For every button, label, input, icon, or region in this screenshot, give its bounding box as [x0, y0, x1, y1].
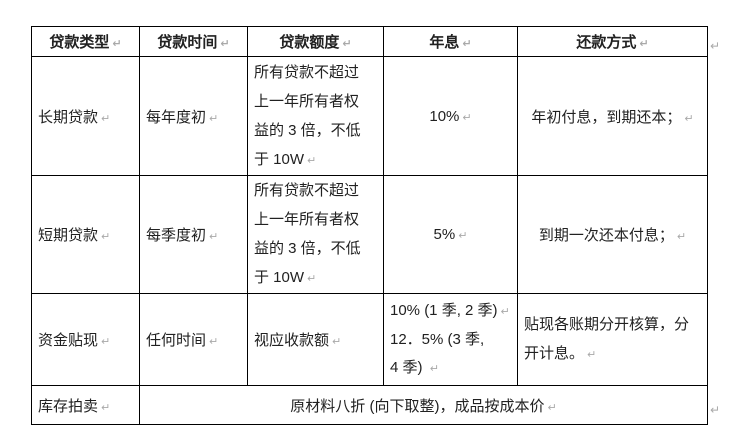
row-short-term-loan: 短期贷款 ↵ 每季度初 ↵ 所有贷款不超过 上一年所有者权 益的 3 倍，不低 于 … — [31, 175, 708, 294]
header-annual-interest[interactable]: 年息 ↵ — [383, 26, 518, 57]
discount-interest-line-1: 10% (1 季, 2 季) ↵ — [390, 297, 511, 326]
paragraph-mark-icon: ↵ — [101, 335, 111, 348]
paragraph-mark-icon: ↵ — [220, 37, 230, 50]
header-loan-type-label: 贷款类型 — [49, 34, 110, 51]
paragraph-mark-icon: ↵ — [462, 37, 472, 50]
row-inventory-auction: 库存拍卖 ↵ 原材料八折 (向下取整)，成品按成本价 ↵ — [31, 385, 708, 425]
discount-amount-text: 视应收款额 — [254, 332, 330, 349]
paragraph-mark-icon: ↵ — [684, 111, 694, 125]
cell-long-term-repay[interactable]: 年初付息，到期还本； ↵ — [517, 56, 708, 176]
short-term-amount-text: 所有贷款不超过 上一年所有者权 益的 3 倍，不低 于 10W — [254, 182, 361, 286]
paragraph-mark-icon: ↵ — [307, 272, 317, 285]
paragraph-mark-icon: ↵ — [676, 230, 687, 243]
paragraph-mark-icon: ↵ — [587, 348, 597, 361]
paragraph-mark-icon: ↵ — [429, 361, 439, 375]
paragraph-mark-icon: ↵ — [332, 335, 342, 348]
line-break-mark-icon: ↵ — [500, 304, 510, 318]
cell-short-term-time[interactable]: 每季度初 ↵ — [139, 175, 248, 294]
header-annual-interest-label: 年息 — [429, 34, 460, 51]
short-term-type-text: 短期贷款 — [38, 227, 99, 244]
header-row: 贷款类型 ↵ 贷款时间 ↵ 贷款额度 ↵ 年息 ↵ 还款方式 ↵ — [31, 26, 708, 57]
header-repayment-method[interactable]: 还款方式 ↵ — [517, 26, 708, 57]
paragraph-mark-icon: ↵ — [101, 230, 111, 243]
discount-interest-text-1: 10% (1 季, 2 季) — [390, 301, 498, 319]
discount-interest-line-2: 12．5% (3 季, 4 季) ↵ — [390, 326, 511, 383]
header-loan-time[interactable]: 贷款时间 ↵ — [139, 26, 248, 57]
paragraph-mark-icon: ↵ — [307, 153, 317, 167]
short-term-interest-text: 5% — [433, 226, 456, 243]
paragraph-mark-icon: ↵ — [342, 37, 352, 50]
long-term-amount-text: 所有贷款不超过 上一年所有者权 益的 3 倍，不低 于 10W — [254, 63, 361, 168]
paragraph-mark-icon: ↵ — [639, 37, 649, 50]
auction-desc-text: 原材料八折 (向下取整)，成品按成本价 — [290, 397, 545, 415]
auction-type-text: 库存拍卖 — [38, 397, 99, 415]
cell-short-term-repay[interactable]: 到期一次还本付息； ↵ — [517, 175, 708, 294]
row-long-term-loan: 长期贷款 ↵ 每年度初 ↵ 所有贷款不超过 上一年所有者权 益的 3 倍，不低 于 … — [31, 56, 708, 176]
cell-short-term-type[interactable]: 短期贷款 ↵ — [31, 175, 140, 294]
paragraph-mark-icon: ↵ — [209, 335, 219, 348]
header-loan-time-label: 贷款时间 — [157, 34, 218, 51]
paragraph-mark-icon: ↵ — [462, 110, 472, 124]
row-capital-discount: 资金贴现 ↵ 任何时间 ↵ 视应收款额 ↵ 10% (1 季, 2 季) ↵ 12．5%… — [31, 293, 708, 386]
short-term-repay-text: 到期一次还本付息； — [538, 227, 674, 244]
cell-long-term-amount[interactable]: 所有贷款不超过 上一年所有者权 益的 3 倍，不低 于 10W ↵ — [247, 56, 384, 176]
paragraph-mark-icon: ↵ — [112, 37, 122, 50]
cell-short-term-interest[interactable]: 5% ↵ — [383, 175, 518, 294]
paragraph-mark-icon: ↵ — [209, 230, 219, 243]
row-end-mark-icon: ↵ — [710, 39, 721, 53]
cell-auction-desc[interactable]: 原材料八折 (向下取整)，成品按成本价 ↵ — [139, 385, 708, 425]
paragraph-mark-icon: ↵ — [101, 400, 111, 414]
cell-discount-time[interactable]: 任何时间 ↵ — [139, 293, 248, 386]
header-loan-limit-label: 贷款额度 — [279, 34, 340, 51]
cell-long-term-interest[interactable]: 10% ↵ — [383, 56, 518, 176]
header-repayment-method-label: 还款方式 — [576, 34, 637, 51]
cell-discount-type[interactable]: 资金贴现 ↵ — [31, 293, 140, 386]
short-term-time-text: 每季度初 — [146, 227, 207, 244]
paragraph-mark-icon: ↵ — [547, 400, 557, 414]
header-loan-limit[interactable]: 贷款额度 ↵ — [247, 26, 384, 57]
cell-long-term-time[interactable]: 每年度初 ↵ — [139, 56, 248, 176]
paragraph-mark-icon: ↵ — [209, 111, 219, 125]
cell-long-term-type[interactable]: 长期贷款 ↵ — [31, 56, 140, 176]
cell-discount-amount[interactable]: 视应收款额 ↵ — [247, 293, 384, 386]
cell-auction-type[interactable]: 库存拍卖 ↵ — [31, 385, 140, 425]
long-term-time-text: 每年度初 — [146, 108, 207, 126]
discount-interest-text-2: 12．5% (3 季, 4 季) — [390, 330, 485, 376]
discount-repay-text: 贴现各账期分开核算，分 开计息。 — [524, 316, 690, 362]
cell-discount-repay[interactable]: 贴现各账期分开核算，分 开计息。 ↵ — [517, 293, 708, 386]
cell-discount-interest[interactable]: 10% (1 季, 2 季) ↵ 12．5% (3 季, 4 季) ↵ — [383, 293, 518, 386]
paragraph-mark-icon: ↵ — [101, 111, 111, 125]
long-term-interest-text: 10% — [429, 107, 460, 125]
cell-short-term-amount[interactable]: 所有贷款不超过 上一年所有者权 益的 3 倍，不低 于 10W ↵ — [247, 175, 384, 294]
long-term-type-text: 长期贷款 — [38, 108, 99, 126]
discount-type-text: 资金贴现 — [38, 332, 99, 349]
loan-rules-table: 贷款类型 ↵ 贷款时间 ↵ 贷款额度 ↵ 年息 ↵ 还款方式 ↵ 长期贷款 ↵ 每年度初 ↵ … — [31, 26, 708, 425]
long-term-repay-text: 年初付息，到期还本； — [531, 108, 682, 126]
header-loan-type[interactable]: 贷款类型 ↵ — [31, 26, 140, 57]
paragraph-mark-icon: ↵ — [458, 229, 468, 242]
discount-time-text: 任何时间 — [146, 332, 207, 349]
row-end-mark-icon: ↵ — [710, 403, 721, 417]
